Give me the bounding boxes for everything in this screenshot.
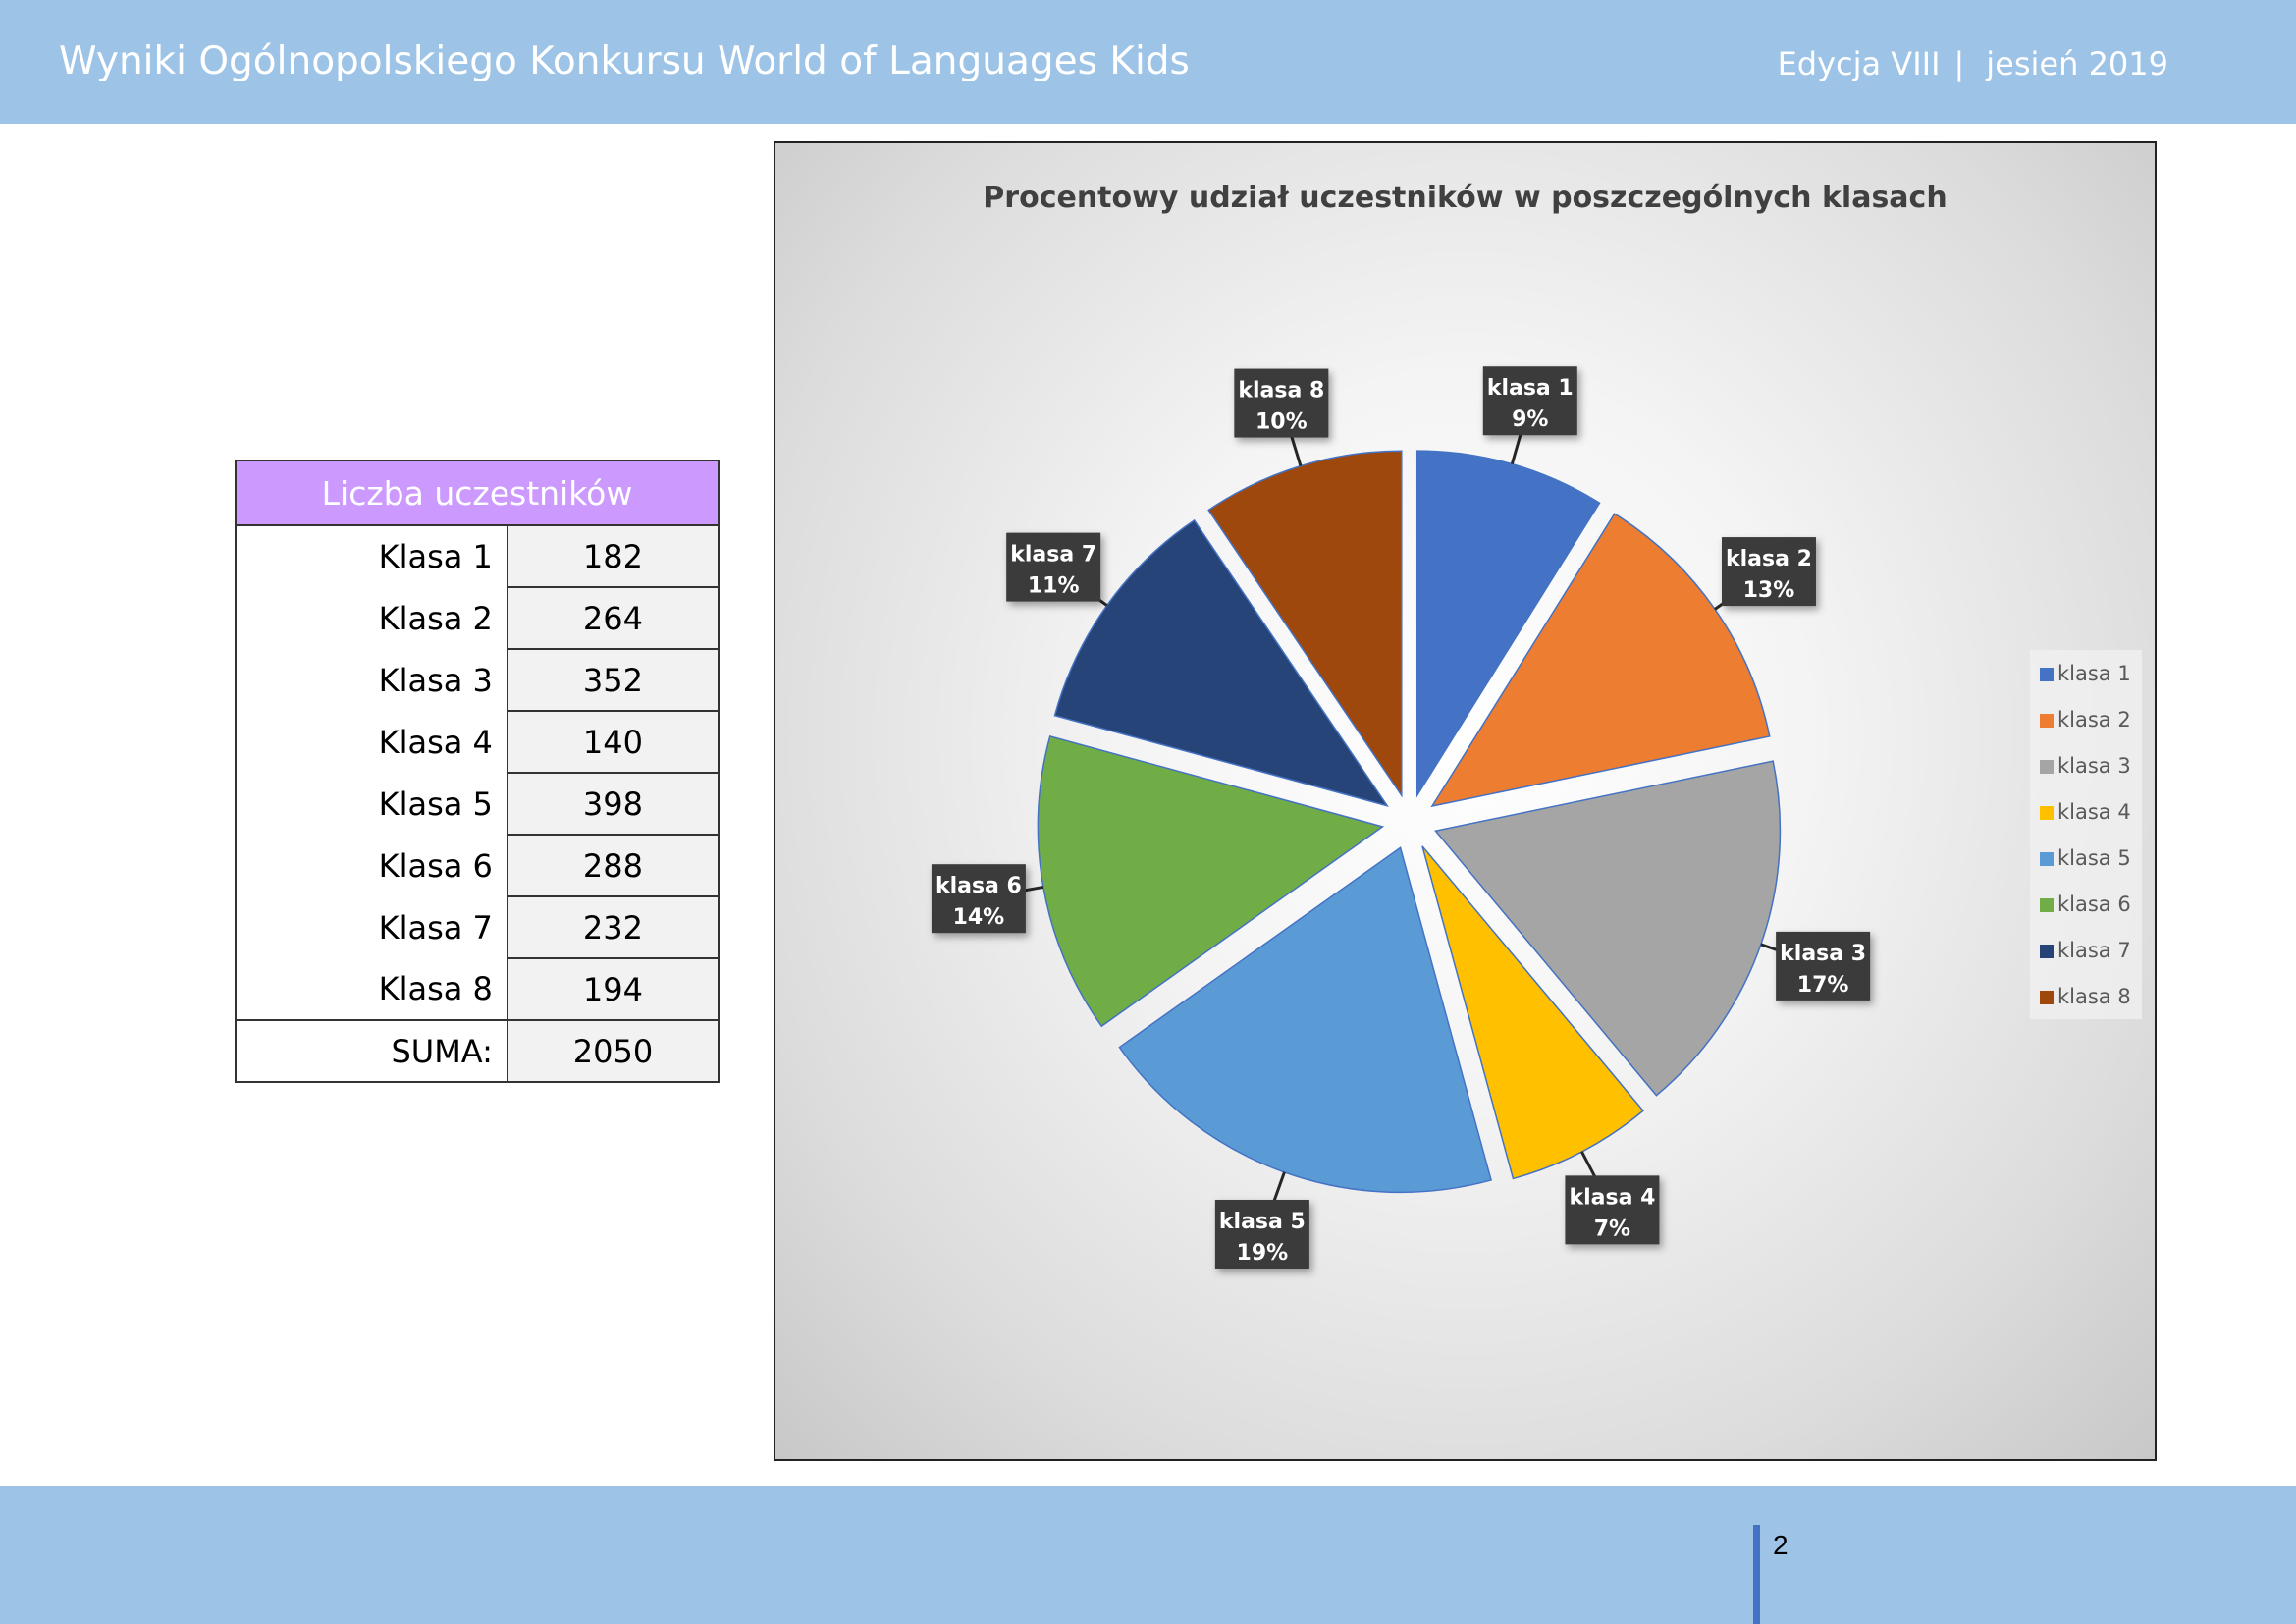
legend-swatch: [2040, 991, 2054, 1004]
data-label-percent: 19%: [1237, 1241, 1289, 1266]
legend-swatch: [2040, 945, 2054, 958]
legend-swatch: [2040, 668, 2054, 681]
edition-label: Edycja VIII: [1777, 45, 1941, 82]
page-header: Wyniki Ogólnopolskiego Konkursu World of…: [0, 0, 2296, 124]
table-row: Klasa 7 232: [235, 895, 721, 959]
data-label-category: klasa 3: [1780, 942, 1866, 966]
legend-label: klasa 5: [2057, 846, 2131, 870]
row-label: Klasa 4: [235, 711, 507, 773]
sum-row: SUMA: 2050: [235, 1019, 721, 1083]
legend-label: klasa 7: [2057, 939, 2131, 962]
data-label-percent: 9%: [1512, 407, 1548, 432]
row-label: Klasa 8: [235, 958, 507, 1021]
table-row: Klasa 3 352: [235, 648, 721, 712]
row-value: 352: [506, 648, 721, 712]
legend-swatch: [2040, 760, 2054, 774]
table-row: Klasa 8 194: [235, 957, 721, 1021]
chart-title: Procentowy udział uczestników w poszczeg…: [983, 181, 1948, 215]
row-value: 232: [506, 895, 721, 959]
data-label-box: [1565, 1175, 1660, 1245]
legend-label: klasa 3: [2057, 754, 2131, 778]
page-number: 2: [1773, 1530, 1789, 1560]
pie-slices: [1037, 450, 1782, 1194]
table-header: Liczba uczestników: [235, 460, 720, 526]
legend-label: klasa 6: [2057, 893, 2131, 916]
data-label-percent: 13%: [1743, 578, 1795, 603]
row-value: 398: [506, 772, 721, 836]
season-label: jesień 2019: [1986, 45, 2168, 82]
legend-item: klasa 7: [2040, 939, 2131, 962]
participants-table: Liczba uczestników Klasa 1 182 Klasa 2 264…: [235, 460, 721, 1083]
data-label-category: klasa 2: [1726, 547, 1812, 571]
page-footer: [0, 1486, 2296, 1624]
data-label-box: [1482, 366, 1577, 436]
chart-legend: klasa 1 klasa 2 klasa 3 klasa 4 klasa 5 klasa…: [2030, 650, 2142, 1019]
legend-label: klasa 4: [2057, 800, 2131, 824]
table-row: Klasa 5 398: [235, 772, 721, 836]
row-value: 288: [506, 834, 721, 897]
row-label: Klasa 1: [235, 525, 507, 587]
legend-item: klasa 1: [2040, 662, 2131, 685]
legend-swatch: [2040, 714, 2054, 728]
row-value: 194: [506, 957, 721, 1021]
row-value: 264: [506, 586, 721, 650]
data-label-category: klasa 6: [935, 874, 1022, 898]
table-row: Klasa 1 182: [235, 524, 721, 588]
report-title: Wyniki Ogólnopolskiego Konkursu World of…: [59, 39, 1190, 83]
row-value: 140: [506, 710, 721, 774]
pie-chart-canvas: klasa 1 9% klasa 2 13% klasa 3 17% klasa 4 7% kl…: [931, 366, 1871, 1269]
data-label-category: klasa 7: [1010, 543, 1096, 568]
row-label: Klasa 6: [235, 835, 507, 896]
row-label: Klasa 3: [235, 649, 507, 711]
table-row: Klasa 6 288: [235, 834, 721, 897]
data-label-box: [1721, 537, 1816, 607]
data-label-category: klasa 5: [1219, 1210, 1306, 1234]
row-value: 182: [506, 524, 721, 588]
legend-swatch: [2040, 852, 2054, 866]
row-label: Klasa 7: [235, 896, 507, 958]
data-label-box: [931, 864, 1026, 934]
data-label-box: [1214, 1199, 1309, 1269]
legend-item: klasa 8: [2040, 985, 2131, 1008]
legend-item: klasa 4: [2040, 800, 2131, 824]
data-label-percent: 11%: [1028, 574, 1080, 599]
data-label-category: klasa 4: [1569, 1185, 1655, 1210]
legend-label: klasa 1: [2057, 662, 2131, 685]
pie-chart: Procentowy udział uczestników w poszczeg…: [774, 141, 2157, 1461]
sum-label: SUMA:: [235, 1019, 507, 1083]
edition-info: Edycja VIII | jesień 2019: [1778, 45, 2168, 82]
data-label-category: klasa 1: [1487, 376, 1574, 401]
table-row: Klasa 2 264: [235, 586, 721, 650]
data-label-category: klasa 8: [1238, 379, 1324, 404]
data-label-box: [1234, 368, 1329, 438]
legend-label: klasa 2: [2057, 708, 2131, 731]
pie-data-labels: klasa 1 9% klasa 2 13% klasa 3 17% klasa 4 7% kl…: [931, 366, 1871, 1269]
legend-item: klasa 2: [2040, 708, 2131, 731]
legend-item: klasa 3: [2040, 754, 2131, 778]
edition-separator: |: [1953, 45, 1965, 82]
data-label-box: [1006, 532, 1101, 602]
data-label-percent: 7%: [1594, 1217, 1630, 1241]
data-label-percent: 17%: [1797, 973, 1849, 998]
pie-slice-3: [1434, 760, 1782, 1097]
pie-slice-5: [1118, 846, 1492, 1194]
pie-slice-2: [1430, 513, 1771, 808]
row-label: Klasa 5: [235, 773, 507, 835]
data-label-percent: 10%: [1255, 410, 1308, 435]
data-label-box: [1776, 931, 1871, 1001]
pie-slice-1: [1415, 450, 1601, 798]
table-row: Klasa 4 140: [235, 710, 721, 774]
data-label-percent: 14%: [953, 905, 1005, 930]
footer-accent-bar: [1753, 1525, 1760, 1624]
legend-swatch: [2040, 806, 2054, 820]
legend-label: klasa 8: [2057, 985, 2131, 1008]
sum-value: 2050: [506, 1019, 721, 1083]
legend-item: klasa 5: [2040, 846, 2131, 870]
legend-swatch: [2040, 898, 2054, 912]
row-label: Klasa 2: [235, 587, 507, 649]
pie-slice-7: [1053, 518, 1389, 807]
legend-item: klasa 6: [2040, 893, 2131, 916]
